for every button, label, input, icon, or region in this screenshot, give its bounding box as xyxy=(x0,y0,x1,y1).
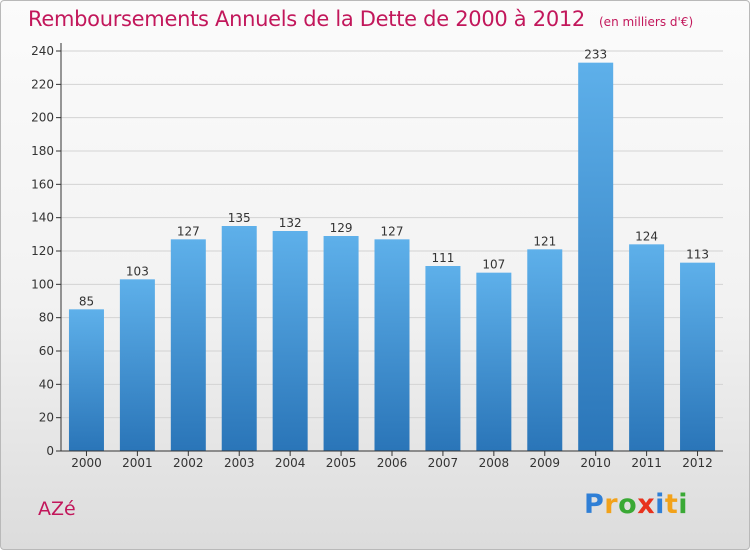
value-label-2000: 85 xyxy=(79,294,94,308)
logo-letter-6: i xyxy=(678,489,689,520)
logo-letter-4: i xyxy=(655,489,665,520)
y-tick-label: 80 xyxy=(39,311,54,325)
logo-letter-1: r xyxy=(604,489,619,520)
bar-2010 xyxy=(578,62,614,452)
value-label-2007: 111 xyxy=(431,251,454,265)
value-label-2011: 124 xyxy=(635,229,658,243)
y-tick-label: 40 xyxy=(39,377,54,391)
chart-unit: (en milliers d'€) xyxy=(599,15,694,29)
bar-2007 xyxy=(425,266,461,451)
x-tick-label-2002: 2002 xyxy=(173,456,204,470)
value-label-2008: 107 xyxy=(482,258,505,272)
y-tick-label: 220 xyxy=(31,77,54,91)
y-tick-label: 140 xyxy=(31,211,54,225)
bar-2006 xyxy=(374,239,410,451)
bar-2000 xyxy=(68,309,104,451)
bar-2008 xyxy=(476,272,512,451)
chart-title-text: Remboursements Annuels de la Dette de 20… xyxy=(28,7,585,31)
y-tick-label: 180 xyxy=(31,144,54,158)
logo-letter-2: o xyxy=(618,489,638,520)
value-label-2003: 135 xyxy=(228,211,251,225)
proxiti-logo: Proxiti xyxy=(584,489,688,520)
bar-2002 xyxy=(170,239,206,451)
value-label-2006: 127 xyxy=(381,224,404,238)
value-label-2010: 233 xyxy=(584,48,607,62)
y-tick-label: 100 xyxy=(31,277,54,291)
y-tick-label: 120 xyxy=(31,244,54,258)
x-tick-label-2003: 2003 xyxy=(224,456,255,470)
bar-layer xyxy=(68,62,716,452)
town-name: AZé xyxy=(38,498,76,520)
x-tick-label-2012: 2012 xyxy=(682,456,713,470)
chart-title: Remboursements Annuels de la Dette de 20… xyxy=(28,7,693,31)
value-label-2002: 127 xyxy=(177,224,200,238)
logo-letter-0: P xyxy=(584,489,605,520)
value-label-2001: 103 xyxy=(126,264,149,278)
bar-2004 xyxy=(272,231,308,451)
bar-2009 xyxy=(527,249,563,451)
x-tick-label-2008: 2008 xyxy=(479,456,510,470)
bar-2011 xyxy=(629,244,665,451)
bar-2005 xyxy=(323,236,359,451)
bar-2003 xyxy=(221,226,257,451)
y-tick-label: 240 xyxy=(31,44,54,58)
bar-2012 xyxy=(680,262,716,451)
x-tick-label-2005: 2005 xyxy=(326,456,357,470)
x-tick-label-2007: 2007 xyxy=(428,456,459,470)
x-tick-label-2009: 2009 xyxy=(529,456,560,470)
y-tick-label: 160 xyxy=(31,177,54,191)
logo-letter-3: x xyxy=(637,489,656,520)
value-label-2009: 121 xyxy=(533,234,556,248)
value-label-2004: 132 xyxy=(279,216,302,230)
x-tick-label-2001: 2001 xyxy=(122,456,153,470)
y-tick-label: 60 xyxy=(39,344,54,358)
x-tick-label-2000: 2000 xyxy=(71,456,102,470)
axis-layer: 0 20 40 60 80 100 120 140 160 180 200 220 240 xyxy=(31,43,723,458)
bar-2001 xyxy=(119,279,155,451)
logo-letter-5: t xyxy=(664,489,679,520)
value-label-2005: 129 xyxy=(330,221,353,235)
x-tick-label-2011: 2011 xyxy=(631,456,662,470)
label-layer: 85 2000 103 2001 127 2002 135 2003 132 2004 129 200… xyxy=(71,48,713,470)
y-tick-label: 20 xyxy=(39,411,54,425)
x-tick-label-2010: 2010 xyxy=(580,456,611,470)
y-tick-label: 200 xyxy=(31,111,54,125)
value-label-2012: 113 xyxy=(686,248,709,262)
x-tick-label-2004: 2004 xyxy=(275,456,306,470)
x-tick-label-2006: 2006 xyxy=(377,456,408,470)
y-tick-label: 0 xyxy=(46,444,54,458)
